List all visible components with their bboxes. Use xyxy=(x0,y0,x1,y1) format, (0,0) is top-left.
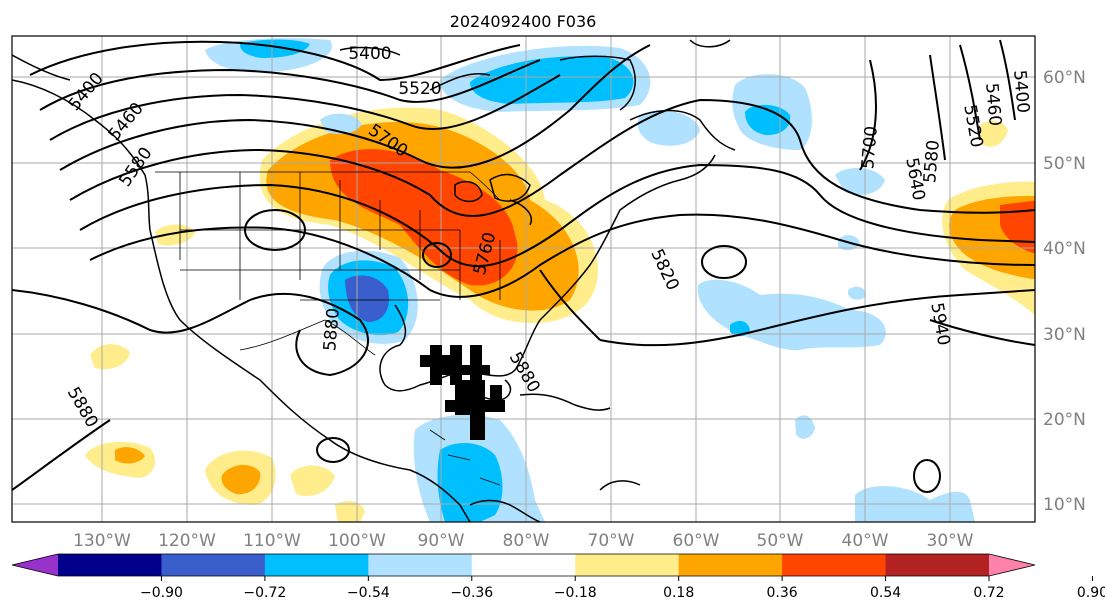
lat-label: 40°N xyxy=(1043,239,1086,259)
negative-anomaly-atlantic-1-core xyxy=(730,320,750,337)
latitude-labels: 60°N 50°N 40°N 30°N 20°N 10°N xyxy=(1043,68,1086,515)
colorbar-segment xyxy=(58,554,162,576)
height-contours xyxy=(12,39,1035,493)
negative-anomaly-texas-core xyxy=(345,275,390,322)
colorbar-outline xyxy=(11,553,1036,577)
lon-label: 110°W xyxy=(243,531,301,551)
storm-track-markers xyxy=(420,345,505,440)
figure-title: 2024092400 F036 xyxy=(450,12,597,31)
contour-label-5700-east: 5700 xyxy=(858,125,882,170)
colorbar-tick-label: −0.18 xyxy=(554,585,597,601)
colorbar-segment xyxy=(575,554,680,576)
negative-anomaly-labrador-core xyxy=(745,104,791,136)
political-borders xyxy=(155,171,501,486)
positive-anomaly-greenland xyxy=(978,120,1008,147)
lon-label: 90°W xyxy=(418,531,465,551)
map-panel: 5400 5520 5460 5400 5580 5700 5760 5820 … xyxy=(11,35,1036,523)
contour-label-5580-east: 5580 xyxy=(920,139,944,184)
colorbar-segment xyxy=(161,554,266,576)
colorbar-tick-label: 0.18 xyxy=(663,585,694,601)
contour-label-5400-east: 5400 xyxy=(1009,69,1033,114)
colorbar-tick-label: −0.36 xyxy=(450,585,493,601)
colorbar-segment xyxy=(471,554,576,576)
colorbar-ticks xyxy=(160,576,1093,581)
lon-label: 130°W xyxy=(73,531,131,551)
coastlines xyxy=(12,39,736,522)
negative-anomaly-atlantic-4 xyxy=(848,286,866,300)
colorbar-tick-label: −0.72 xyxy=(243,585,286,601)
map-frame xyxy=(11,35,1036,523)
negative-anomaly-atlantic-6 xyxy=(795,415,815,439)
lon-label: 50°W xyxy=(757,531,804,551)
colorbar-segment xyxy=(678,554,783,576)
positive-anomaly-atlantic-red xyxy=(1000,200,1035,254)
contour-label-5520: 5520 xyxy=(398,79,441,99)
lat-label: 60°N xyxy=(1043,68,1086,88)
contour-label-5460-east: 5460 xyxy=(981,82,1005,127)
lat-label: 20°N xyxy=(1043,410,1086,430)
colorbar-tick-label: 0.90 xyxy=(1077,585,1105,601)
lon-label: 60°W xyxy=(673,531,720,551)
contour-label-5880-gulf: 5880 xyxy=(320,307,344,352)
colorbar-segment xyxy=(368,554,473,576)
colorbar-segment xyxy=(264,554,369,576)
colorbar-segment xyxy=(782,554,887,576)
lon-label: 100°W xyxy=(328,531,386,551)
colorbar-tick-label: 0.72 xyxy=(973,585,1004,601)
positive-anomaly-red xyxy=(330,149,518,286)
positive-anomaly-pacific-2 xyxy=(90,344,130,370)
lat-label: 10°N xyxy=(1043,495,1086,515)
lat-label: 30°N xyxy=(1043,325,1086,345)
colorbar-tick-label: 0.36 xyxy=(767,585,798,601)
colorbar-tick-labels: −0.90 −0.72 −0.54 −0.36 −0.18 0.18 0.36 … xyxy=(140,585,1105,601)
lon-label: 80°W xyxy=(503,531,550,551)
positive-anomaly-pacific-1-core xyxy=(115,447,145,464)
colorbar: −0.90 −0.72 −0.54 −0.36 −0.18 0.18 0.36 … xyxy=(11,553,1105,601)
lon-label: 120°W xyxy=(158,531,216,551)
contour-label-5400: 5400 xyxy=(348,44,391,64)
lon-label: 40°W xyxy=(842,531,889,551)
colorbar-extend-high xyxy=(989,554,1035,576)
colorbar-segments xyxy=(11,553,1036,577)
lat-label: 50°N xyxy=(1043,154,1086,174)
shaded-anomalies xyxy=(85,38,1035,522)
positive-anomaly-mexico-core xyxy=(221,464,261,495)
colorbar-segment xyxy=(885,554,990,576)
positive-anomaly-pacific-4 xyxy=(290,465,335,496)
negative-anomaly-quebec xyxy=(637,110,700,146)
longitude-labels: 130°W 120°W 110°W 100°W 90°W 80°W 70°W 6… xyxy=(73,531,974,551)
negative-anomaly-caribbean-mid xyxy=(437,443,503,522)
negative-anomaly-atlantic-2 xyxy=(835,168,885,195)
colorbar-tick-label: 0.54 xyxy=(870,585,901,601)
lon-label: 70°W xyxy=(588,531,635,551)
colorbar-tick-label: −0.90 xyxy=(140,585,183,601)
colorbar-extend-low xyxy=(12,554,58,576)
lon-label: 30°W xyxy=(927,531,974,551)
colorbar-tick-label: −0.54 xyxy=(347,585,390,601)
